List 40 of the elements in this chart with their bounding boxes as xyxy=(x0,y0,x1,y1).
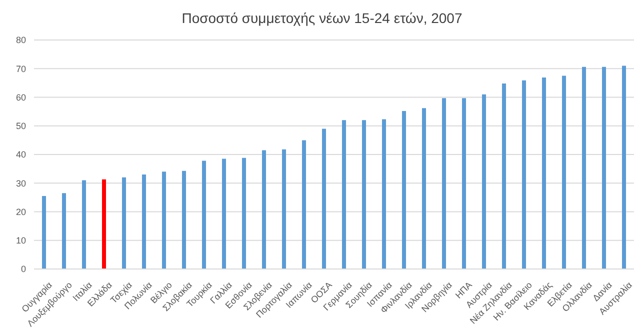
bar xyxy=(42,196,46,269)
bar xyxy=(382,119,386,269)
y-tick-label: 0 xyxy=(20,264,26,274)
bar xyxy=(302,140,306,269)
bar xyxy=(462,98,466,269)
y-tick-label: 30 xyxy=(16,178,26,188)
bar xyxy=(402,110,406,269)
bar xyxy=(162,172,166,269)
bar xyxy=(502,84,506,269)
bar xyxy=(62,193,66,269)
bar xyxy=(342,120,346,269)
bar xyxy=(622,66,626,269)
bar xyxy=(602,66,606,269)
bar xyxy=(262,150,266,269)
chart-title: Ποσοστό συμμετοχής νέων 15-24 ετών, 2007 xyxy=(180,9,464,28)
bar xyxy=(102,179,106,269)
bar xyxy=(282,149,286,269)
y-tick-label: 20 xyxy=(16,206,26,217)
bar xyxy=(182,170,186,269)
bar xyxy=(362,120,366,269)
bar xyxy=(482,94,486,269)
bar xyxy=(422,108,426,269)
bar xyxy=(142,174,146,269)
bar xyxy=(242,158,246,269)
bar xyxy=(542,78,546,269)
y-tick-label: 40 xyxy=(16,150,26,160)
y-tick-label: 70 xyxy=(16,64,26,74)
bar xyxy=(562,76,566,269)
bar xyxy=(222,158,226,269)
y-tick-label: 60 xyxy=(16,92,26,102)
bar xyxy=(322,128,326,269)
bar xyxy=(82,180,86,269)
bar xyxy=(442,98,446,269)
bar xyxy=(202,160,206,269)
bar xyxy=(122,177,126,269)
bar xyxy=(582,66,586,269)
y-tick-label: 50 xyxy=(16,121,26,132)
y-tick-label: 10 xyxy=(16,236,26,246)
bar xyxy=(522,80,526,269)
y-tick-label: 80 xyxy=(16,35,26,46)
